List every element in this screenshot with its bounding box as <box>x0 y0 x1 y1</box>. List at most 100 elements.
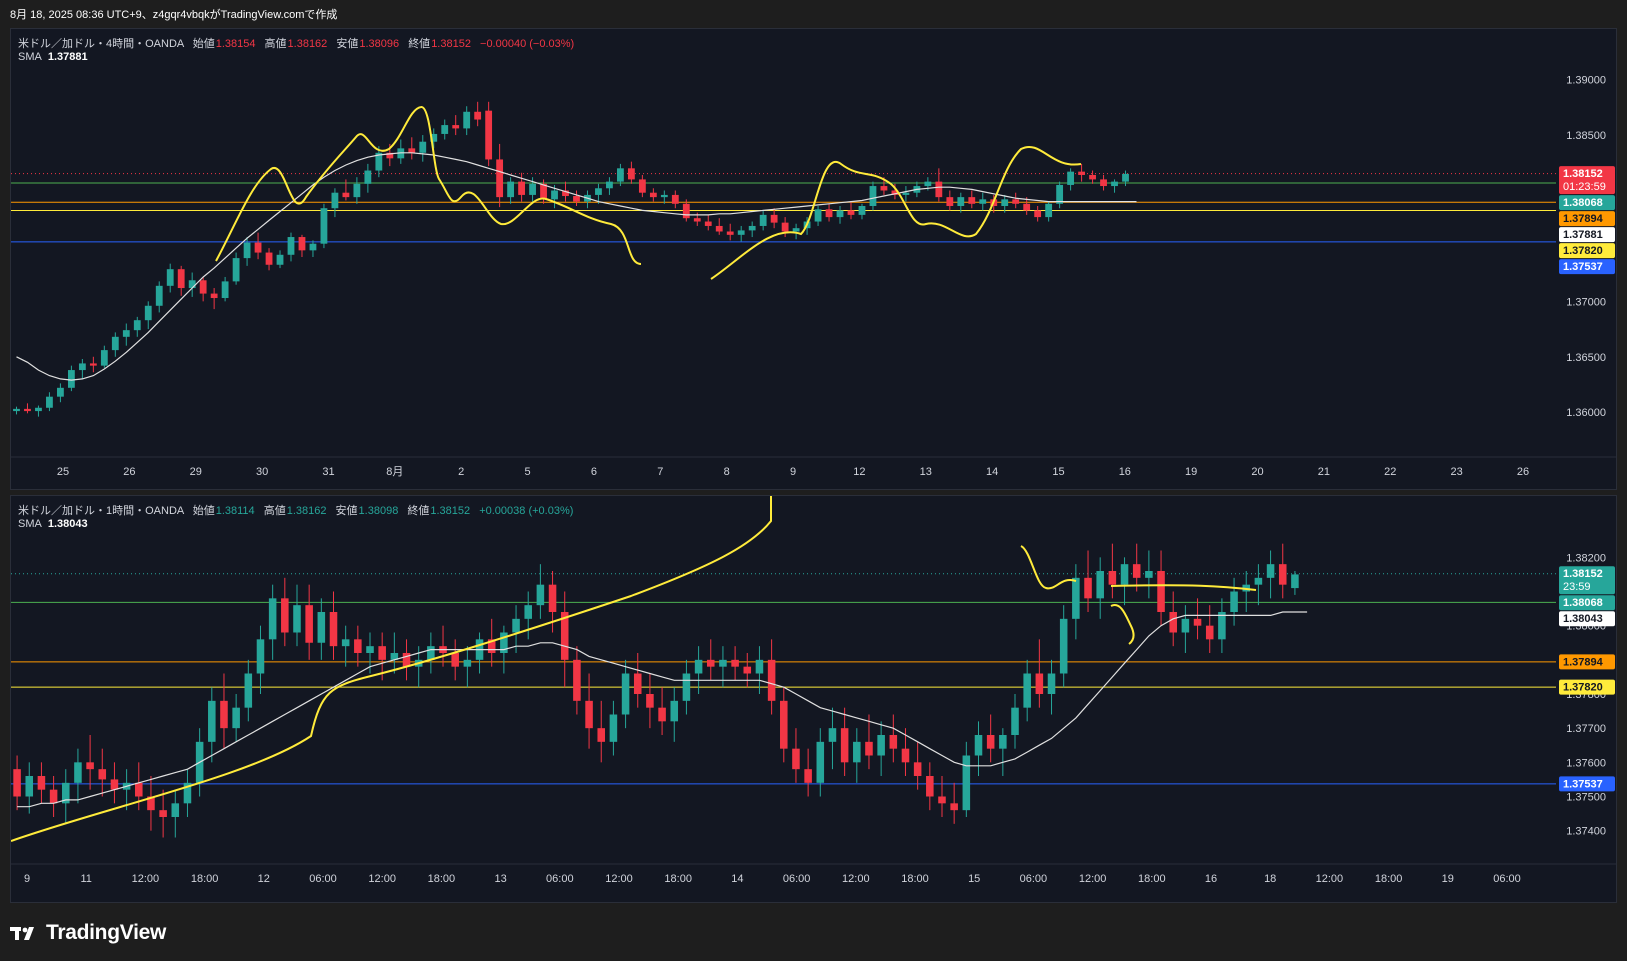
price-tag-label: 1.38068 <box>1563 197 1603 209</box>
candle-body <box>621 673 630 715</box>
candle-body <box>847 210 855 215</box>
chart-canvas-1h[interactable]: 1.382001.380001.378001.377001.376001.375… <box>11 496 1616 902</box>
candle-body <box>1181 618 1190 633</box>
price-tag <box>1559 611 1615 627</box>
time-tick-label: 29 <box>190 466 202 478</box>
legend-high: 1.38162 <box>287 38 328 50</box>
candle-body <box>957 197 965 207</box>
candle-body <box>24 408 31 412</box>
candle-body <box>706 659 715 667</box>
candle-body <box>110 779 119 790</box>
price-tag <box>1559 776 1615 792</box>
candle-body <box>353 183 361 198</box>
price-tick-label: 1.36000 <box>1566 407 1606 419</box>
candle-body <box>320 208 328 244</box>
candle-body <box>748 225 756 231</box>
candle-body <box>1059 618 1068 674</box>
candle-body <box>232 707 240 729</box>
candle-body <box>551 190 558 200</box>
price-tag <box>1559 566 1615 595</box>
candle-body <box>1266 564 1275 578</box>
candle-body <box>298 237 306 251</box>
candle-body <box>548 584 557 612</box>
price-tag-label: 1.38152 <box>1563 568 1603 580</box>
candle-body <box>840 728 849 763</box>
time-tick-label: 18:00 <box>191 873 219 885</box>
candle-body <box>254 242 262 253</box>
candle-body <box>188 280 196 289</box>
candle-body <box>562 190 569 197</box>
candle-body <box>451 653 459 667</box>
candle-body <box>378 646 386 660</box>
candle-body <box>780 700 788 749</box>
time-tick-label: 12 <box>853 466 865 478</box>
candle-body <box>177 269 185 289</box>
chart-panel-4h[interactable]: 米ドル／加ドル・4時間・OANDA 始値1.38154 高値1.38162 安値… <box>10 28 1617 490</box>
candle-body <box>74 762 82 783</box>
legend-change: +0.00038 (+0.03%) <box>479 505 574 517</box>
candle-body <box>37 776 46 790</box>
candle-body <box>858 206 866 215</box>
chart-panel-1h[interactable]: 米ドル／加ドル・1時間・OANDA 始値1.38114 高値1.38162 安値… <box>10 495 1617 903</box>
time-tick-label: 18 <box>1264 873 1276 885</box>
price-tag <box>1559 259 1615 275</box>
candle-body <box>232 258 240 282</box>
time-tick-label: 15 <box>968 873 980 885</box>
legend-high-label: 高値 <box>263 505 286 517</box>
price-tag-label: 1.38068 <box>1563 597 1603 609</box>
legend-open: 1.38114 <box>215 505 255 517</box>
tradingview-wordmark: TradingView <box>46 921 167 944</box>
candle-body <box>166 269 174 286</box>
candle-body <box>1012 199 1020 204</box>
price-tick-label: 1.37700 <box>1566 723 1606 735</box>
legend-symbol: 米ドル／加ドル・4時間・OANDA <box>18 38 184 50</box>
sma-value: 1.37881 <box>47 51 88 63</box>
candle-body <box>98 769 107 780</box>
candle-body <box>1205 625 1214 640</box>
candle-body <box>767 659 776 701</box>
candle-body <box>627 168 635 180</box>
time-tick-label: 31 <box>322 466 334 478</box>
time-tick-label: 26 <box>1517 466 1529 478</box>
price-tag-label: 1.38152 <box>1563 168 1603 180</box>
candle-body <box>220 700 228 729</box>
time-tick-label: 13 <box>494 873 506 885</box>
time-tick-label: 18:00 <box>1375 873 1403 885</box>
candle-body <box>719 659 727 667</box>
candle-body <box>1056 184 1064 204</box>
candle-body <box>1145 571 1153 578</box>
candle-body <box>682 673 691 701</box>
price-tag <box>1559 679 1615 695</box>
candle-body <box>573 659 581 701</box>
candle-body <box>979 199 987 204</box>
time-tick-label: 12:00 <box>132 873 160 885</box>
candle-body <box>671 194 679 204</box>
candle-body <box>935 181 943 198</box>
time-tick-label: 9 <box>24 873 30 885</box>
sma-line <box>17 611 1308 808</box>
time-tick-label: 06:00 <box>546 873 574 885</box>
time-tick-label: 16 <box>1119 466 1131 478</box>
candle-body <box>737 230 745 235</box>
price-tag <box>1559 595 1615 611</box>
price-tag-label: 1.37894 <box>1563 656 1604 668</box>
candle-body <box>946 197 954 207</box>
candle-body <box>950 803 958 811</box>
candle-body <box>597 728 606 742</box>
price-tag-label: 1.37881 <box>1563 229 1603 241</box>
candle-body <box>171 803 180 817</box>
candle-body <box>999 735 1007 749</box>
candle-body <box>25 776 34 797</box>
candle-body <box>869 186 877 207</box>
candle-body <box>1278 564 1287 585</box>
legend-high-label: 高値 <box>264 38 287 50</box>
candle-body <box>1100 179 1107 187</box>
candle-body <box>814 209 822 222</box>
candle-body <box>743 666 752 674</box>
time-tick-label: 22 <box>1384 466 1396 478</box>
candle-body <box>540 183 547 200</box>
legend-open-label: 始値 <box>192 38 215 50</box>
footer-brand[interactable]: TradingView <box>10 918 166 948</box>
candle-body <box>902 192 910 195</box>
